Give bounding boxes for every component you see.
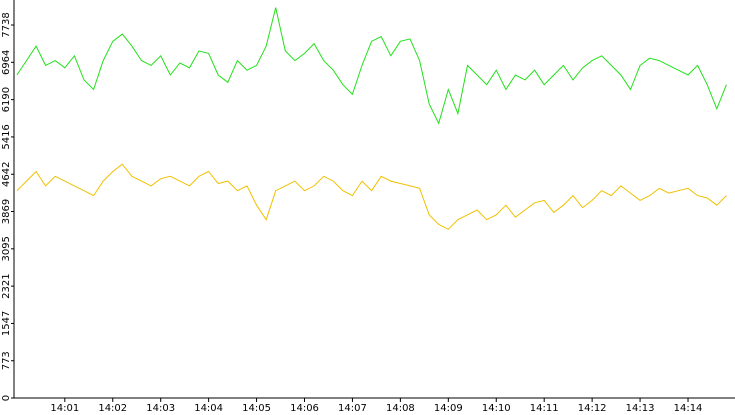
y-tick-label: 773: [1, 351, 12, 370]
x-tick-label: 14:13: [626, 403, 655, 414]
y-tick-label: 2321: [1, 273, 12, 298]
y-tick-label: 0: [1, 395, 12, 401]
x-tick-label: 14:11: [530, 403, 559, 414]
x-tick-label: 14:05: [242, 403, 271, 414]
x-tick-label: 14:12: [578, 403, 607, 414]
y-tick-label: 5416: [1, 124, 12, 149]
x-tick-label: 14:08: [386, 403, 415, 414]
x-tick-label: 14:14: [674, 403, 703, 414]
y-tick-label: 7738: [1, 12, 12, 37]
x-tick-label: 14:06: [290, 403, 319, 414]
x-tick-label: 14:09: [434, 403, 463, 414]
x-tick-label: 14:10: [482, 403, 511, 414]
x-tick-label: 14:07: [338, 403, 367, 414]
series-line: [16, 7, 727, 125]
x-tick-label: 14:03: [146, 403, 175, 414]
y-tick-label: 4642: [1, 162, 12, 187]
x-tick-label: 14:01: [50, 403, 79, 414]
y-tick-label: 3869: [1, 199, 12, 224]
series-line: [16, 163, 727, 230]
y-tick-label: 3095: [1, 236, 12, 261]
y-tick-label: 6190: [1, 87, 12, 112]
x-tick-label: 14:04: [194, 403, 223, 414]
x-tick-label: 14:02: [98, 403, 127, 414]
y-tick-label: 1547: [1, 311, 12, 336]
y-tick-label: 6964: [1, 50, 12, 75]
